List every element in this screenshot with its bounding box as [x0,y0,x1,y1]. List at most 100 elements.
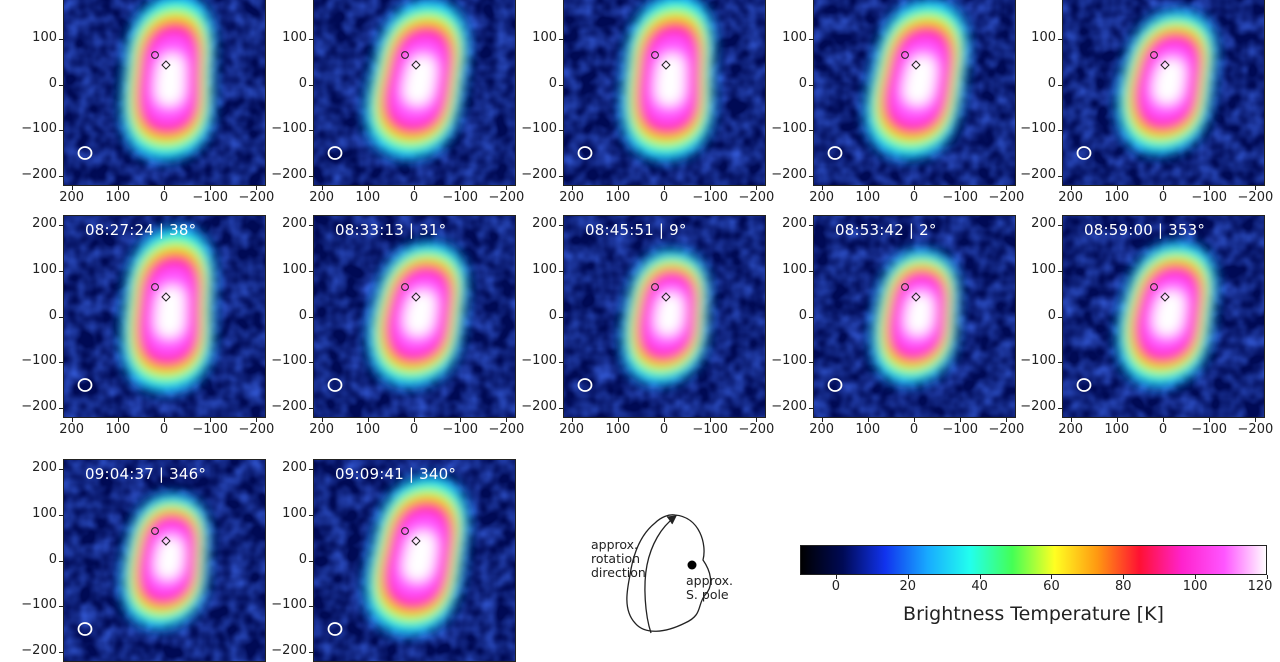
x-tick-label: 0 [159,190,169,205]
panel-timestamp: 08:33:13 | 31° [335,221,447,239]
thermal-image [313,459,516,662]
y-tick-label: −200 [521,166,557,182]
brightness-panel: 100 0 −100 −200 200 100 0 −100 −200 [271,0,524,205]
y-tick-label: −100 [271,597,307,613]
beam-ellipse [327,378,343,392]
y-tick-label: −100 [21,597,57,613]
panel-timestamp: 09:04:37 | 346° [85,465,207,483]
x-tick-label: 100 [105,190,131,205]
thermal-image [313,0,516,186]
y-tick-label: 0 [298,75,307,91]
y-tick-label: 0 [1047,307,1056,323]
colorbar-tick-label: 40 [971,579,988,594]
x-tick-label: 200 [59,190,85,205]
beam-ellipse [327,622,343,636]
y-tick-label: −100 [1020,353,1056,369]
x-tick-label: −100 [442,190,479,205]
diamond-marker [411,292,421,302]
diamond-marker [1160,60,1170,70]
x-tick-label: −200 [1237,190,1274,205]
y-tick-label: 0 [48,551,57,567]
x-tick-label: 0 [659,422,669,437]
circle-marker [151,283,159,291]
colorbar-tick-label: 20 [899,579,917,594]
y-tick-label: −100 [271,121,307,137]
y-tick-label: −200 [1020,166,1056,182]
diamond-marker [161,536,171,546]
x-tick-label: 200 [809,422,835,437]
panel-timestamp: 09:09:41 | 340° [335,465,457,483]
panel-timestamp: 08:45:51 | 9° [585,221,687,239]
circle-marker [1150,51,1158,59]
x-tick-label: 100 [1104,190,1130,205]
panel-timestamp: 08:53:42 | 2° [835,221,937,239]
y-tick-label: −200 [21,398,57,414]
circle-marker [401,51,409,59]
south-pole-label: approx. S. pole [686,573,734,602]
y-tick-label: −200 [271,642,307,658]
thermal-image [563,0,766,186]
thermal-image [313,215,516,418]
brightness-panel: 08:27:24 | 38° 200 100 0 −100 −200 200 100 0 −100… [21,215,274,437]
y-tick-label: −200 [771,398,807,414]
x-tick-label: 100 [105,422,131,437]
brightness-panel: 100 0 −100 −200 200 100 0 −100 −200 [1020,0,1273,205]
diamond-marker [911,60,921,70]
y-tick-label: 100 [282,505,307,521]
panel-timestamp: 08:59:00 | 353° [1084,221,1206,239]
brightness-panel: 08:53:42 | 2° 200 100 0 −100 −200 200 100 0 −100−… [771,215,1024,437]
y-tick-label: −100 [21,353,57,369]
x-tick-label: 0 [159,422,169,437]
colorbar-tick-label: 80 [1115,579,1132,594]
x-tick-label: 0 [659,190,669,205]
circle-marker [151,51,159,59]
y-tick-label: 100 [32,261,57,277]
x-tick-label: 0 [409,422,419,437]
x-tick-label: −200 [488,422,525,437]
x-tick-label: −200 [988,190,1025,205]
y-tick-label: −100 [521,121,557,137]
x-tick-label: 0 [909,190,919,205]
x-tick-label: −100 [1191,190,1228,205]
x-tick-label: 0 [409,190,419,205]
brightness-panel: 08:45:51 | 9° 200 100 0 −100 −200 200 100 0 −100−… [521,215,774,437]
x-tick-label: 200 [309,422,335,437]
thermal-image [63,215,266,418]
y-tick-label: 0 [48,307,57,323]
x-tick-label: 100 [605,422,631,437]
diamond-marker [161,292,171,302]
diamond-marker [411,536,421,546]
y-tick-label: 200 [532,216,557,232]
y-tick-label: −100 [1020,121,1056,137]
y-tick-label: 200 [32,216,57,232]
x-tick-label: −200 [238,422,275,437]
y-tick-label: 100 [1031,261,1056,277]
diamond-marker [661,60,671,70]
x-tick-label: 0 [909,422,919,437]
x-tick-label: 200 [559,190,585,205]
diamond-marker [1160,292,1170,302]
beam-ellipse [577,378,593,392]
diamond-marker [661,292,671,302]
asteroid-outline-sketch [626,514,712,634]
beam-ellipse [1076,378,1092,392]
x-tick-label: 200 [1058,190,1084,205]
diamond-marker [911,292,921,302]
y-tick-label: 100 [32,29,57,45]
x-tick-label: 100 [355,422,381,437]
y-tick-label: −200 [271,398,307,414]
x-tick-label: −100 [442,422,479,437]
brightness-panel: 100 0 −100 −200 200 100 0 −100 −200 [21,0,274,205]
y-tick-label: 200 [1031,216,1056,232]
y-tick-label: 0 [298,307,307,323]
brightness-panel: 100 0 −100 −200 200 100 0 −100 −200 [521,0,774,205]
thermal-image [63,459,266,662]
beam-ellipse [827,146,843,160]
beam-ellipse [77,378,93,392]
circle-marker [1150,283,1158,291]
panel-timestamp: 08:27:24 | 38° [85,221,197,239]
beam-ellipse [327,146,343,160]
y-tick-label: −200 [21,166,57,182]
thermal-image [63,0,266,186]
y-tick-label: 0 [1047,75,1056,91]
